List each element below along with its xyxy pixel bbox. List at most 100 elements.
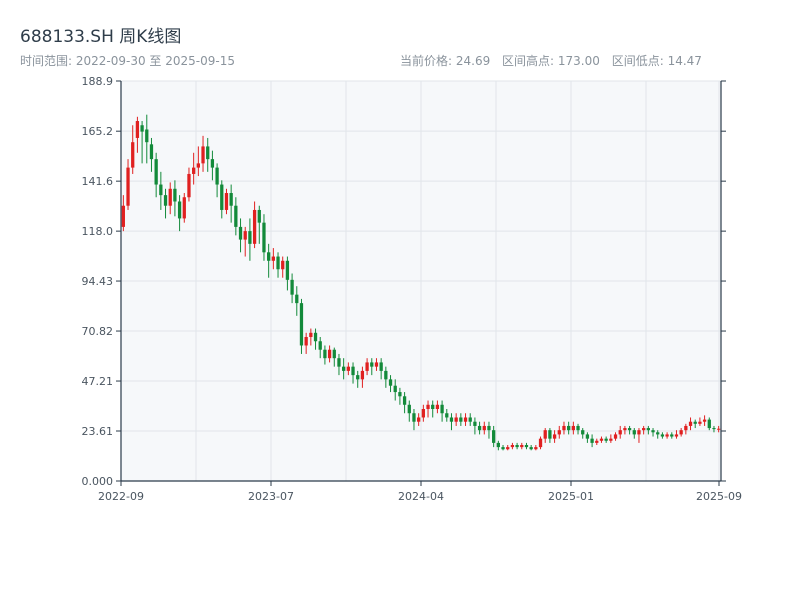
candle [609,434,613,443]
candle [426,400,430,418]
candle [224,188,229,215]
candle [571,421,575,435]
candle-body [435,404,440,410]
candle [313,328,318,350]
candle [281,256,285,278]
candle [360,366,365,388]
candle [646,425,650,435]
candle [656,430,660,439]
candle-body [295,294,299,304]
grid-lines [120,80,721,482]
candle [140,121,144,164]
x-tick-label: 2023-07 [248,490,294,503]
candle [618,425,622,439]
range-low-label: 区间低点: 14.47 [611,54,702,68]
candle-body [693,421,697,424]
candle [271,248,275,270]
candle-body [159,184,163,196]
y-tick-label: 94.43 [82,275,114,288]
candle-body [585,434,590,439]
candle [599,436,604,443]
candle [295,286,299,316]
candle-body [154,159,158,185]
candle-body [290,279,294,295]
candle [520,442,524,450]
y-tick-label: 23.61 [82,425,114,438]
candle-body [276,256,280,270]
candle [215,163,219,198]
candle-body [407,404,411,414]
candle [627,425,632,435]
candle-body [496,442,500,448]
candle-body [346,366,350,371]
candle-body [281,260,285,270]
candle-body [318,341,322,350]
candle-body [121,205,125,227]
candle [379,358,383,380]
candle-body [182,197,186,219]
candle [459,413,463,426]
candle-body [262,222,266,253]
candle [182,193,186,223]
candle [267,243,271,278]
candle [665,432,669,439]
candle [407,400,411,422]
y-tick-label: 118.0 [82,225,114,238]
candle-body [426,404,430,410]
candle-body [445,413,449,418]
candle-body [126,167,130,206]
candle [365,358,369,376]
candle-body [623,428,627,431]
candle-body [140,125,144,132]
candle [702,415,707,426]
candle [304,332,308,354]
candle [449,413,454,431]
candle-body [412,413,416,422]
candle-body [646,428,650,431]
candle-body [163,195,168,206]
candle [707,417,711,431]
candle-body [534,447,538,450]
x-tick-label: 2025-09 [696,490,742,503]
candle [543,428,547,443]
candle [154,152,158,198]
candle [445,409,449,422]
candle [131,125,135,174]
candle-body [224,193,229,210]
candle-body [360,370,365,380]
candle-body [271,256,275,261]
candle-body [449,417,454,422]
candle-body [234,205,238,227]
candle [632,428,636,439]
candle [384,366,388,388]
y-tick-label: 47.21 [82,375,114,388]
candle [637,428,641,443]
candle [356,370,360,388]
candle-body [220,184,224,210]
candle-body [702,419,707,422]
candle-body [248,231,252,244]
candle-body [613,434,618,439]
candle [421,404,425,422]
candle-body [243,231,247,240]
candle [145,114,149,164]
candle-body [327,349,332,359]
candle [688,417,693,431]
candle [370,358,374,376]
candle [229,184,233,223]
candle [388,375,393,393]
candle-body [257,209,261,223]
candle [327,345,332,363]
candle-body [309,332,313,338]
candle-body [398,392,402,397]
candle [604,436,608,443]
candle-body [229,193,233,206]
candle-body [370,362,374,367]
candle [290,273,294,304]
candle-body [210,159,215,168]
candle [698,417,702,426]
candle-body [571,425,575,431]
candle [595,438,599,446]
candle-body [665,434,669,437]
